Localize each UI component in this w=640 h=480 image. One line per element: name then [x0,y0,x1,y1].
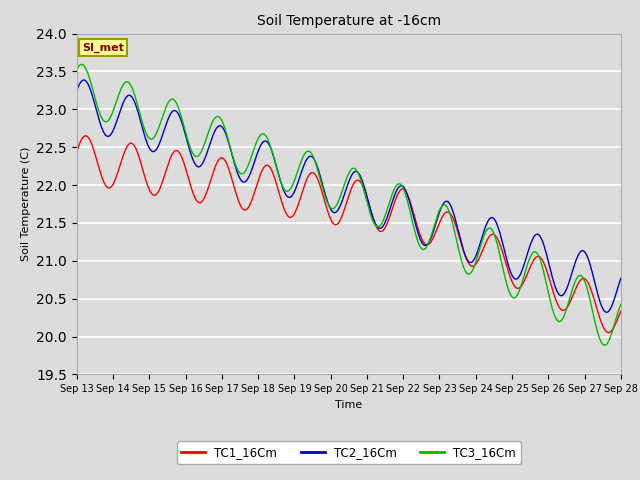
TC2_16Cm [325,203,333,208]
TC1_16Cm [82,133,90,139]
TC2_16Cm [73,87,81,93]
X-axis label: Time: Time [335,400,362,409]
TC2_16Cm [138,121,145,127]
TC1_16Cm [115,165,123,171]
TC1_16Cm [605,330,612,336]
TC2_16Cm [304,155,312,160]
TC2_16Cm [80,77,88,83]
Text: SI_met: SI_met [82,43,124,53]
TC3_16Cm [325,203,333,209]
TC1_16Cm [325,212,333,218]
TC3_16Cm [316,173,323,179]
TC1_16Cm [304,174,312,180]
TC3_16Cm [617,301,625,307]
Y-axis label: Soil Temperature (C): Soil Temperature (C) [20,147,31,261]
Title: Soil Temperature at -16cm: Soil Temperature at -16cm [257,14,441,28]
TC1_16Cm [138,162,145,168]
TC3_16Cm [77,61,85,67]
TC2_16Cm [603,310,611,315]
TC3_16Cm [600,342,608,348]
TC1_16Cm [383,222,390,228]
TC1_16Cm [617,309,625,314]
TC1_16Cm [73,148,81,154]
Legend: TC1_16Cm, TC2_16Cm, TC3_16Cm: TC1_16Cm, TC2_16Cm, TC3_16Cm [177,442,521,464]
Line: TC1_16Cm: TC1_16Cm [77,136,621,333]
TC2_16Cm [383,216,390,221]
Line: TC3_16Cm: TC3_16Cm [77,64,621,345]
Line: TC2_16Cm: TC2_16Cm [77,80,621,312]
TC3_16Cm [115,91,123,96]
TC3_16Cm [73,66,81,72]
TC2_16Cm [617,276,625,281]
TC3_16Cm [383,208,390,214]
TC2_16Cm [115,111,123,117]
TC1_16Cm [316,180,323,186]
TC3_16Cm [138,116,145,122]
TC3_16Cm [304,148,312,154]
TC2_16Cm [316,170,323,176]
